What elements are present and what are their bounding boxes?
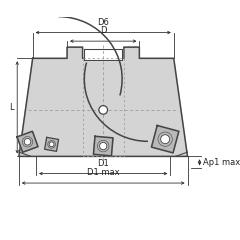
Circle shape [161,135,170,144]
Text: L: L [9,103,14,112]
Polygon shape [45,137,59,151]
Text: D1 max: D1 max [87,168,120,177]
Polygon shape [93,136,113,156]
Circle shape [49,142,54,147]
Circle shape [100,143,107,150]
Text: Ap1 max: Ap1 max [203,158,240,167]
Polygon shape [84,49,122,60]
Circle shape [24,138,31,145]
Text: D1: D1 [97,159,109,168]
Text: D6: D6 [97,18,109,26]
Polygon shape [151,126,179,153]
Circle shape [99,106,108,114]
Text: D: D [100,26,107,35]
Polygon shape [17,131,38,152]
Polygon shape [19,47,187,156]
